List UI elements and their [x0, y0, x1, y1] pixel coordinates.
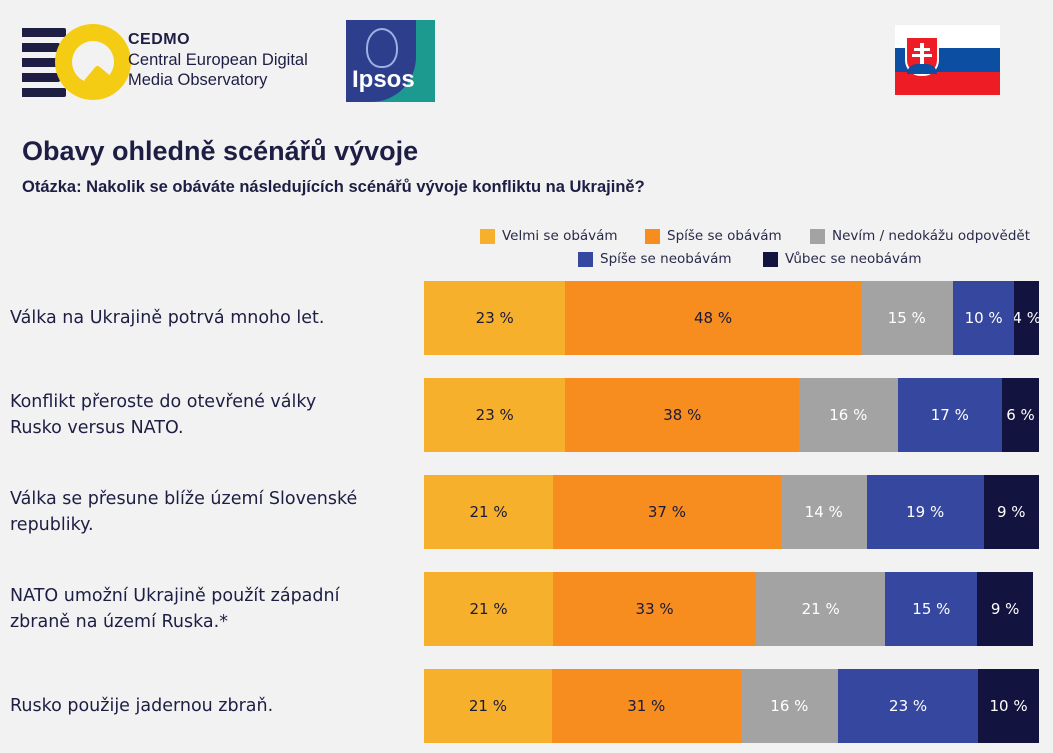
bar-segment: 10 % [978, 669, 1039, 743]
data-label: 21 % [469, 600, 508, 618]
magnifier-icon [55, 24, 131, 100]
bar-segment: 21 % [424, 572, 554, 646]
data-label: 38 % [663, 406, 702, 424]
legend-label: Vůbec se neobávám [785, 251, 922, 267]
data-label: 10 % [989, 697, 1028, 715]
legend-swatch [578, 251, 593, 267]
cedmo-subtitle-line2: Media Observatory [128, 71, 268, 89]
data-label: 16 % [829, 406, 868, 424]
category-label: NATO umožní Ukrajině použít západní zbran… [10, 586, 340, 632]
bar-row: 21 % 31 % 16 % 23 % 10 % [424, 669, 1039, 743]
legend-item: Vůbec se neobávám [763, 251, 921, 267]
bar-segment: 15 % [860, 281, 953, 355]
data-label: 37 % [647, 503, 686, 521]
legend-label: Spíše se obávám [667, 228, 782, 244]
data-label: 23 % [475, 309, 514, 327]
slovakia-flag-icon [895, 25, 1000, 95]
bar-row: 21 % 37 % 14 % 19 % 9 % [424, 475, 1039, 549]
legend-swatch [763, 251, 778, 267]
bar-segment: 14 % [780, 475, 867, 549]
bar-segment: 9 % [983, 475, 1039, 549]
category-label: Rusko použije jadernou zbraň. [10, 696, 274, 716]
bar-segment: 23 % [424, 378, 566, 452]
bar-segment: 16 % [740, 669, 839, 743]
data-label: 10 % [964, 309, 1003, 327]
cedmo-logo: CEDMO Central European Digital Media Obs… [22, 24, 332, 104]
bar-segment: 16 % [799, 378, 898, 452]
ipsos-name: Ipsos [352, 66, 415, 93]
cedmo-subtitle-line1: Central European Digital [128, 51, 308, 69]
data-label: 19 % [906, 503, 945, 521]
data-label: 9 % [990, 600, 1020, 618]
bar-segment: 21 % [424, 669, 552, 743]
bar-segment: 48 % [565, 281, 861, 355]
data-label: 33 % [635, 600, 674, 618]
category-label: Válka se přesune blíže území Slovenské re… [10, 489, 358, 535]
bar-segment: 23 % [424, 281, 566, 355]
cedmo-name: CEDMO [128, 31, 191, 48]
data-label: 23 % [475, 406, 514, 424]
ipsos-head-icon [366, 28, 398, 68]
data-label: 21 % [468, 697, 507, 715]
legend-swatch [645, 228, 660, 244]
bar-segment: 38 % [565, 378, 800, 452]
data-label: 6 % [1006, 406, 1035, 424]
bar-segment: 33 % [553, 572, 757, 646]
legend-label: Nevím / nedokážu odpovědět [832, 228, 1031, 244]
data-label: 21 % [469, 503, 508, 521]
legend-swatch [810, 228, 825, 244]
category-label: Válka na Ukrajině potrvá mnoho let. [10, 308, 325, 328]
bar-segment: 23 % [838, 669, 979, 743]
bar-segment: 17 % [897, 378, 1003, 452]
data-label: 48 % [693, 309, 733, 327]
bar-segment: 4 % [1014, 281, 1039, 355]
chart-legend: Velmi se obávám Spíše se obávám Nevím / ne… [480, 228, 1050, 270]
bar-segment: 15 % [885, 572, 978, 646]
legend-swatch [480, 228, 495, 244]
legend-item: Velmi se obávám [480, 228, 618, 244]
data-label: 17 % [930, 406, 969, 424]
bar-segment: 6 % [1002, 378, 1039, 452]
bar-row: 21 % 33 % 21 % 15 % 9 % [424, 572, 1039, 646]
bar-segment: 21 % [756, 572, 886, 646]
data-label: 16 % [770, 697, 809, 715]
legend-label: Velmi se obávám [502, 228, 618, 244]
data-label: 15 % [887, 309, 926, 327]
bar-segment: 37 % [553, 475, 781, 549]
data-label: 14 % [804, 503, 843, 521]
legend-label: Spíše se neobávám [600, 251, 732, 267]
chart-title: Obavy ohledně scénářů vývoje [22, 136, 419, 166]
legend-item: Nevím / nedokážu odpovědět [810, 228, 1030, 244]
data-label: 4 % [1014, 309, 1039, 327]
data-label: 23 % [889, 697, 928, 715]
bar-segment: 21 % [424, 475, 554, 549]
bar-segment: 10 % [952, 281, 1015, 355]
bar-segment: 19 % [866, 475, 984, 549]
bar-segment: 31 % [551, 669, 741, 743]
legend-item: Spíše se neobávám [578, 251, 732, 267]
data-label: 9 % [997, 503, 1026, 521]
bar-row: 23 % 38 % 16 % 17 % 6 % [424, 378, 1039, 452]
category-label: Konflikt přeroste do otevřené války Rusko… [10, 392, 317, 438]
bar-segment: 9 % [977, 572, 1033, 646]
ipsos-logo: Ipsos [346, 20, 435, 102]
data-label: 21 % [801, 600, 840, 618]
bar-row: 23 % 48 % 15 % 10 % 4 % [424, 281, 1039, 355]
legend-item: Spíše se obávám [645, 228, 782, 244]
data-label: 15 % [912, 600, 951, 618]
survey-question: Otázka: Nakolik se obáváte následujících… [22, 178, 645, 196]
data-label: 31 % [627, 697, 666, 715]
